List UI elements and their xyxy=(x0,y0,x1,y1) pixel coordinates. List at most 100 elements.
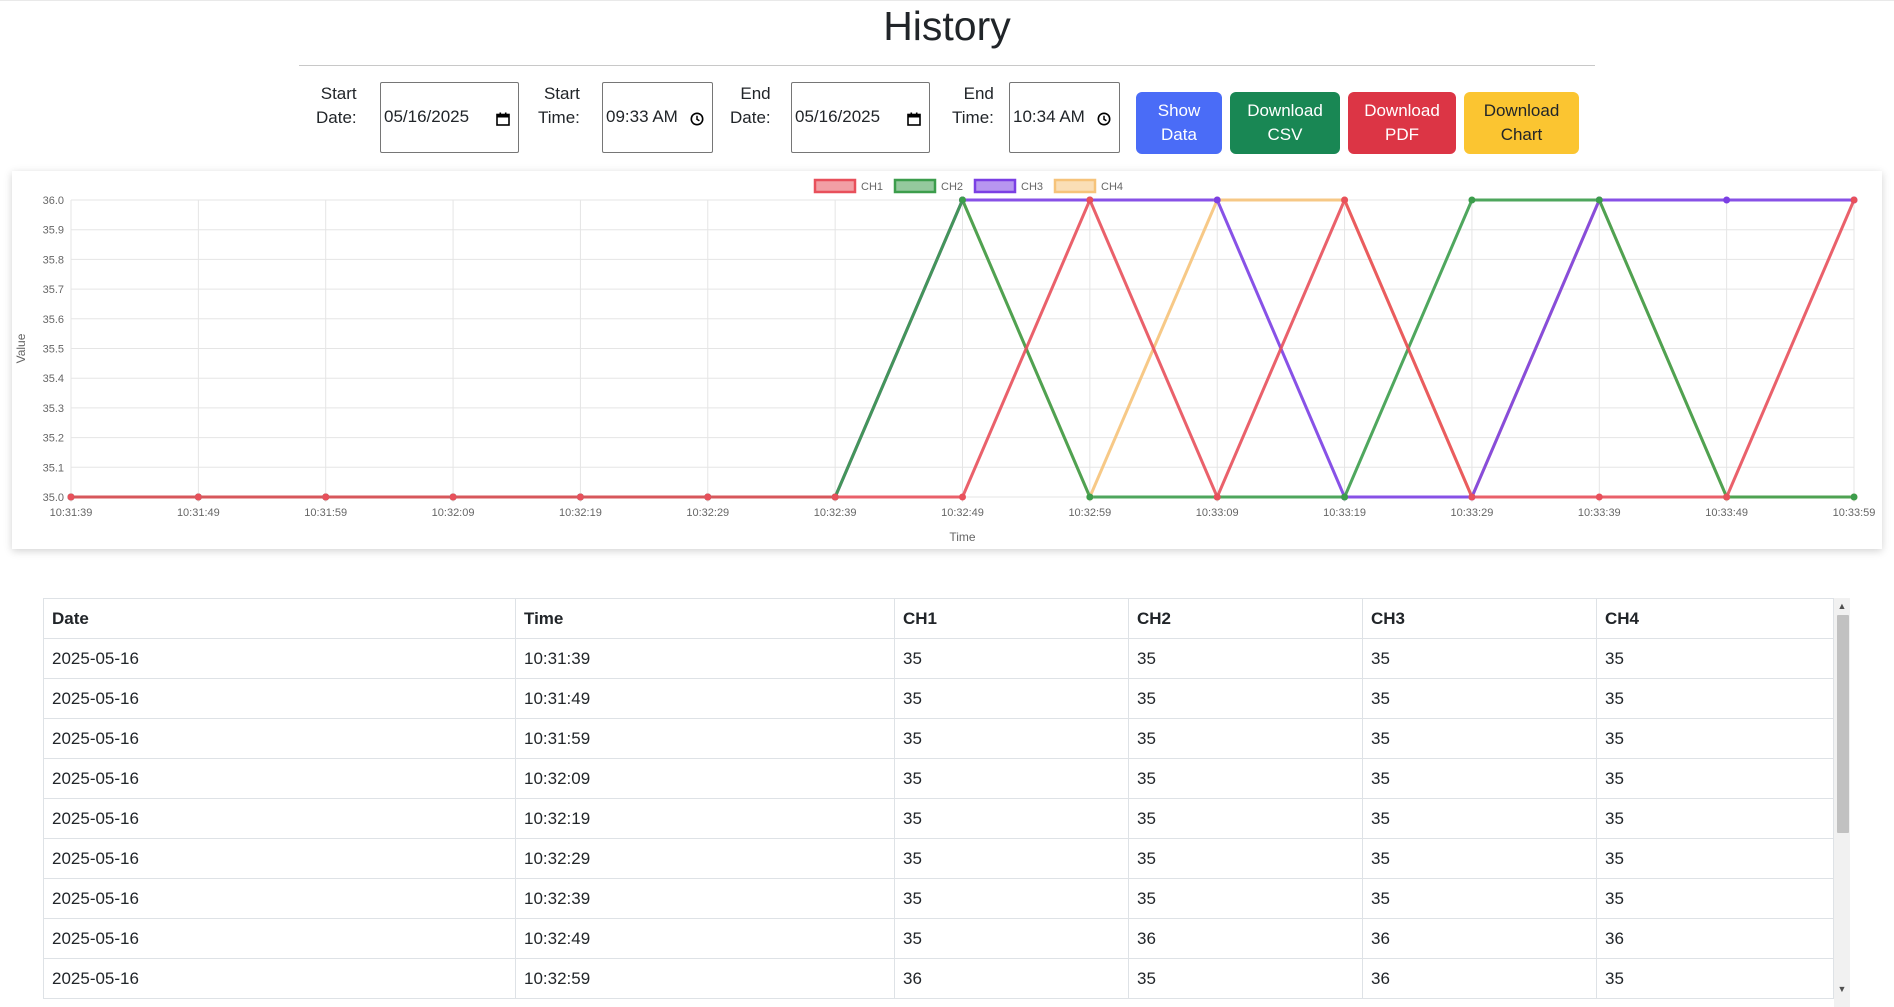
y-tick-label: 35.0 xyxy=(43,492,64,504)
y-tick-label: 35.5 xyxy=(43,344,64,356)
table-cell-ch1: 35 xyxy=(894,838,1129,879)
x-tick-label: 10:33:59 xyxy=(1833,507,1876,519)
table-cell-ch4: 35 xyxy=(1596,798,1834,839)
x-tick-label: 10:32:29 xyxy=(686,507,729,519)
table-row: 2025-05-16 10:32:29 35 35 35 35 xyxy=(43,838,1834,879)
data-point-ch2 xyxy=(1595,196,1603,204)
y-tick-label: 35.2 xyxy=(43,433,64,445)
table-scrollbar-thumb[interactable] xyxy=(1837,615,1849,833)
table-cell-date: 2025-05-16 xyxy=(43,718,516,759)
history-line-chart: 36.0 35.9 35.8 35.7 35.6 35.5 35.4 35.3 35.2 35.1… xyxy=(14,178,1876,544)
history-table-container: Date Time CH1 CH2 CH3 CH4 2025-05-16 10:31:39 3… xyxy=(43,598,1837,1007)
data-point-ch1 xyxy=(1086,196,1094,204)
y-axis-title: Value xyxy=(14,333,28,363)
end-date-value: 05/16/2025 xyxy=(795,107,881,126)
show-data-button[interactable]: Show Data xyxy=(1136,92,1222,154)
x-tick-label: 10:31:59 xyxy=(304,507,347,519)
table-cell-time: 10:32:59 xyxy=(515,958,895,999)
data-point-ch3 xyxy=(1213,196,1221,204)
table-cell-ch1: 35 xyxy=(894,798,1129,839)
calendar-icon[interactable] xyxy=(496,112,510,126)
table-cell-ch4: 35 xyxy=(1596,758,1834,799)
x-tick-label: 10:32:19 xyxy=(559,507,602,519)
table-row: 2025-05-16 10:32:39 35 35 35 35 xyxy=(43,878,1834,919)
table-cell-time: 10:32:49 xyxy=(515,918,895,959)
legend-label-ch1: CH1 xyxy=(861,181,883,193)
x-tick-label: 10:33:49 xyxy=(1705,507,1748,519)
calendar-icon[interactable] xyxy=(907,112,921,126)
download-pdf-button[interactable]: Download PDF xyxy=(1348,92,1456,154)
end-date-input[interactable]: 05/16/2025 xyxy=(791,82,930,153)
table-cell-ch2: 36 xyxy=(1128,918,1363,959)
table-cell-date: 2025-05-16 xyxy=(43,918,516,959)
table-row: 2025-05-16 10:32:19 35 35 35 35 xyxy=(43,798,1834,839)
table-row: 2025-05-16 10:31:49 35 35 35 35 xyxy=(43,678,1834,719)
y-tick-label: 35.7 xyxy=(43,284,64,296)
table-cell-date: 2025-05-16 xyxy=(43,798,516,839)
table-cell-ch3: 35 xyxy=(1362,878,1597,919)
y-tick-label: 36.0 xyxy=(43,195,64,207)
table-cell-ch4: 35 xyxy=(1596,838,1834,879)
column-header-date: Date xyxy=(43,598,516,639)
clock-icon[interactable] xyxy=(1097,112,1111,126)
legend-swatch-ch3 xyxy=(973,178,1017,194)
x-tick-label: 10:32:59 xyxy=(1068,507,1111,519)
data-point-ch2 xyxy=(1468,196,1476,204)
table-cell-ch2: 35 xyxy=(1128,878,1363,919)
table-cell-ch3: 35 xyxy=(1362,718,1597,759)
y-tick-label: 35.9 xyxy=(43,225,64,237)
table-row: 2025-05-16 10:31:59 35 35 35 35 xyxy=(43,718,1834,759)
history-chart-card: 36.0 35.9 35.8 35.7 35.6 35.5 35.4 35.3 35.2 35.1… xyxy=(12,171,1882,549)
table-cell-ch2: 35 xyxy=(1128,838,1363,879)
scroll-down-arrow[interactable]: ▼ xyxy=(1837,984,1847,994)
table-cell-ch3: 35 xyxy=(1362,758,1597,799)
data-point-ch1 xyxy=(831,493,839,501)
data-point-ch1 xyxy=(449,493,457,501)
data-point-ch1 xyxy=(1850,196,1858,204)
start-date-input[interactable]: 05/16/2025 xyxy=(380,82,519,153)
start-time-label: Start Time: xyxy=(538,84,580,127)
data-point-ch1 xyxy=(1468,493,1476,501)
table-cell-ch4: 35 xyxy=(1596,878,1834,919)
history-table: Date Time CH1 CH2 CH3 CH4 2025-05-16 10:31:39 3… xyxy=(43,598,1834,999)
data-point-ch2 xyxy=(1850,493,1858,501)
legend-label-ch2: CH2 xyxy=(941,181,963,193)
table-row: 2025-05-16 10:32:09 35 35 35 35 xyxy=(43,758,1834,799)
table-cell-ch4: 35 xyxy=(1596,678,1834,719)
table-cell-time: 10:32:29 xyxy=(515,838,895,879)
legend-swatch-ch4 xyxy=(1053,178,1097,194)
data-point-ch1 xyxy=(1213,493,1221,501)
x-tick-label: 10:32:49 xyxy=(941,507,984,519)
y-tick-label: 35.8 xyxy=(43,254,64,266)
table-header-row: Date Time CH1 CH2 CH3 CH4 xyxy=(43,598,1834,639)
y-tick-label: 35.1 xyxy=(43,462,64,474)
table-row: 2025-05-16 10:32:49 35 36 36 36 xyxy=(43,918,1834,959)
table-cell-ch2: 35 xyxy=(1128,718,1363,759)
end-time-input[interactable]: 10:34 AM xyxy=(1009,82,1120,153)
table-cell-ch3: 36 xyxy=(1362,958,1597,999)
legend-label-ch4: CH4 xyxy=(1101,181,1123,193)
legend-swatch-ch1 xyxy=(813,178,857,194)
table-row: 2025-05-16 10:31:39 35 35 35 35 xyxy=(43,638,1834,679)
table-cell-ch1: 35 xyxy=(894,718,1129,759)
data-point-ch1 xyxy=(959,493,966,501)
x-tick-label: 10:33:29 xyxy=(1451,507,1494,519)
download-chart-button[interactable]: Download Chart xyxy=(1464,92,1579,154)
start-time-value: 09:33 AM xyxy=(606,107,678,126)
table-cell-ch3: 35 xyxy=(1362,798,1597,839)
data-point-ch1 xyxy=(67,493,75,501)
clock-icon[interactable] xyxy=(690,112,704,126)
x-tick-label: 10:33:39 xyxy=(1578,507,1621,519)
table-cell-ch4: 35 xyxy=(1596,958,1834,999)
table-cell-ch2: 35 xyxy=(1128,678,1363,719)
table-cell-time: 10:32:19 xyxy=(515,798,895,839)
download-csv-button[interactable]: Download CSV xyxy=(1230,92,1340,154)
end-time-value: 10:34 AM xyxy=(1013,107,1085,126)
end-time-label: End Time: xyxy=(952,84,994,127)
scroll-up-arrow[interactable]: ▲ xyxy=(1837,601,1847,611)
start-time-input[interactable]: 09:33 AM xyxy=(602,82,713,153)
table-cell-ch4: 35 xyxy=(1596,638,1834,679)
y-tick-label: 35.6 xyxy=(43,314,64,326)
table-cell-ch3: 36 xyxy=(1362,918,1597,959)
data-point-ch3 xyxy=(1723,196,1731,204)
